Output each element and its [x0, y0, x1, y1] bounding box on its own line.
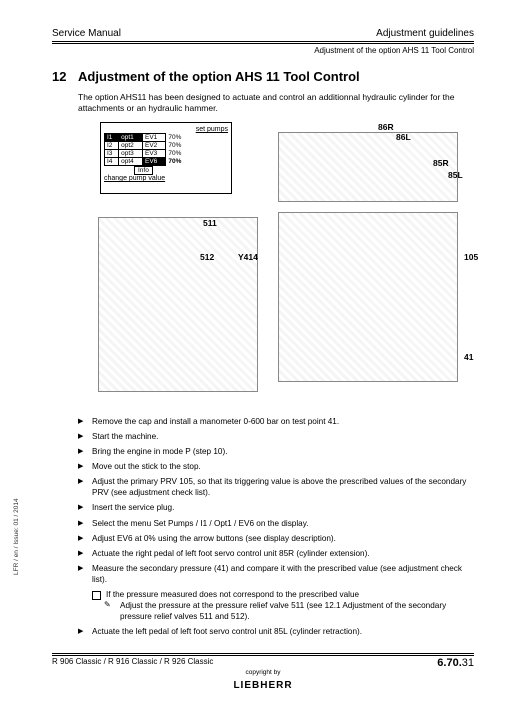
step: Move out the stick to the stop.	[78, 461, 474, 472]
step: Start the machine.	[78, 431, 474, 442]
conditional-substeps: If the pressure measured does not corres…	[92, 589, 474, 622]
valve-block-drawing	[278, 212, 458, 382]
brand-logo: LIEBHERR	[52, 680, 474, 691]
step: Actuate the right pedal of left foot ser…	[78, 548, 474, 559]
display-info: Info	[134, 166, 153, 175]
display-table: I1opt1EV170% I2opt2EV270% I3opt3EV370% I…	[104, 133, 191, 166]
callout-512: 512	[200, 252, 214, 262]
page-footer: R 906 Classic / R 916 Classic / R 926 Cl…	[52, 653, 474, 691]
step: Bring the engine in mode P (step 10).	[78, 446, 474, 457]
display-change: change pump value	[104, 175, 228, 182]
procedure-list-2: Actuate the left pedal of left foot serv…	[78, 626, 474, 637]
callout-41: 41	[464, 352, 473, 362]
callout-86L: 86L	[396, 132, 411, 142]
sub-action: Adjust the pressure at the pressure reli…	[92, 600, 474, 622]
footer-models: R 906 Classic / R 916 Classic / R 926 Cl…	[52, 657, 213, 669]
step: Insert the service plug.	[78, 502, 474, 513]
display-title: set pumps	[104, 126, 228, 133]
header-rule-1	[52, 41, 474, 42]
callout-85R: 85R	[433, 158, 449, 168]
callout-Y414: Y414	[238, 252, 258, 262]
callout-105: 105	[464, 252, 478, 262]
section-title: Adjustment of the option AHS 11 Tool Con…	[78, 69, 360, 84]
callout-86R: 86R	[378, 122, 394, 132]
step: Measure the secondary pressure (41) and …	[78, 563, 474, 585]
header-rule-2	[52, 43, 474, 44]
step: Remove the cap and install a manometer 0…	[78, 416, 474, 427]
section-intro: The option AHS11 has been designed to ac…	[78, 92, 474, 114]
condition: If the pressure measured does not corres…	[92, 589, 474, 600]
section-number: 12	[52, 69, 78, 84]
technical-diagram: set pumps I1opt1EV170% I2opt2EV270% I3op…	[78, 122, 474, 402]
pedal-assembly-drawing	[278, 132, 458, 202]
step: Actuate the left pedal of left foot serv…	[78, 626, 474, 637]
header-right: Adjustment guidelines	[376, 28, 474, 39]
header-left: Service Manual	[52, 28, 121, 39]
step: Select the menu Set Pumps / I1 / Opt1 / …	[78, 518, 474, 529]
issue-info: LFR / en / Issue: 01 / 2014	[13, 498, 20, 575]
display-panel: set pumps I1opt1EV170% I2opt2EV270% I3op…	[100, 122, 232, 194]
page-number: 6.70.31	[437, 657, 474, 669]
header-sub: Adjustment of the option AHS 11 Tool Con…	[52, 46, 474, 55]
step: Adjust the primary PRV 105, so that its …	[78, 476, 474, 498]
hydraulic-drawing	[98, 217, 258, 392]
step: Adjust EV6 at 0% using the arrow buttons…	[78, 533, 474, 544]
callout-85L: 85L	[448, 170, 463, 180]
procedure-list: Remove the cap and install a manometer 0…	[78, 416, 474, 585]
copyright: copyright by	[52, 669, 474, 676]
callout-511: 511	[203, 218, 217, 228]
